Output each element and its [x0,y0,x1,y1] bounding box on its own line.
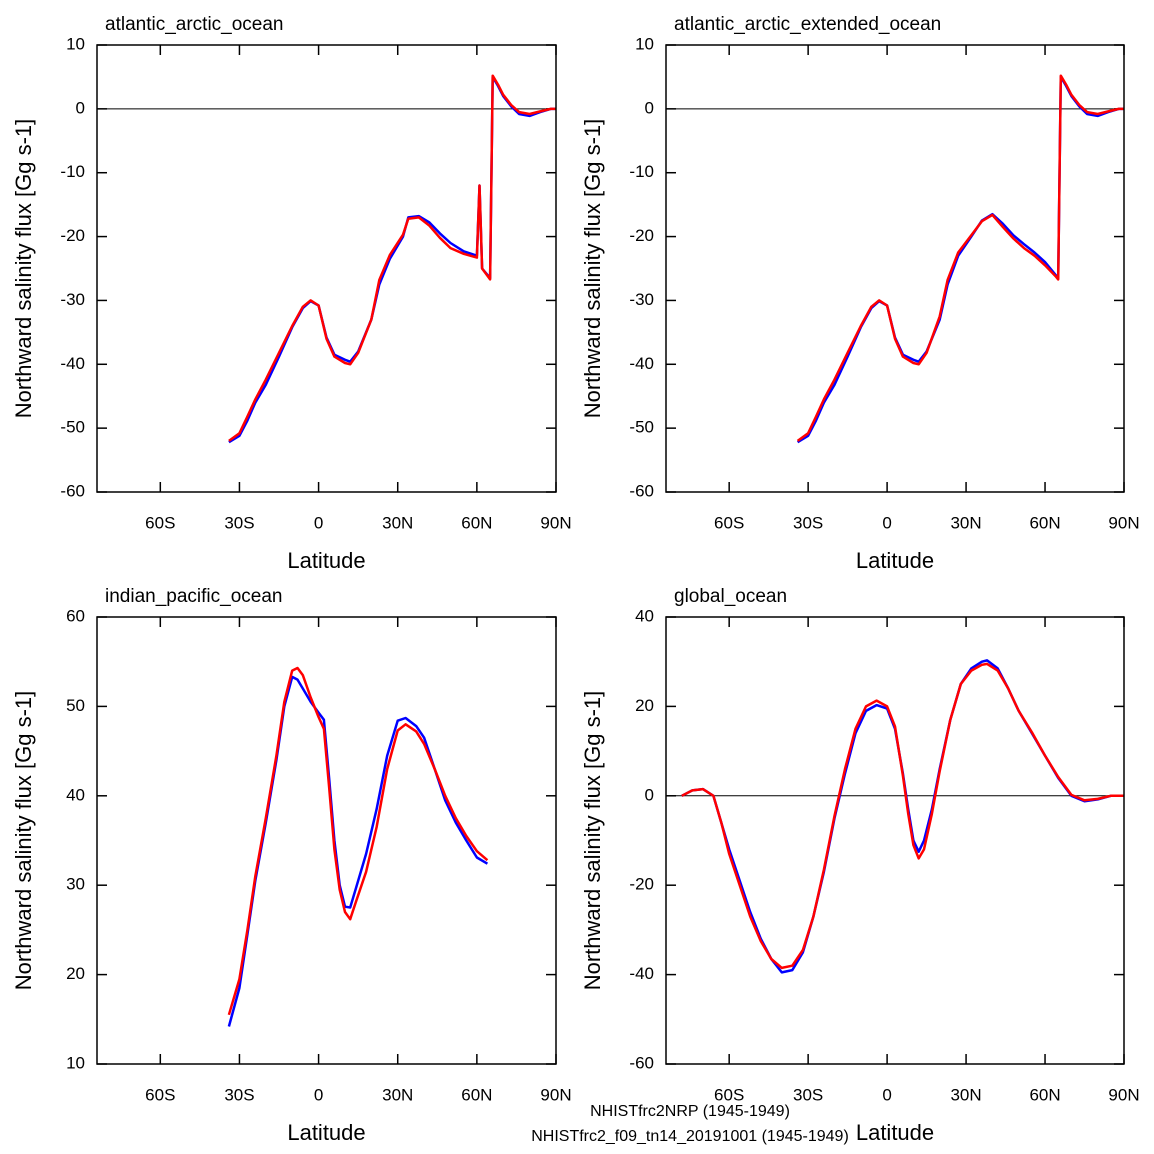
x-tick-label: 90N [540,1085,571,1104]
x-axis-label: Latitude [856,548,934,573]
x-tick-label: 30S [793,1085,823,1104]
x-tick-label: 0 [314,513,323,532]
x-axis-label: Latitude [287,1120,365,1145]
x-tick-label: 30S [224,513,254,532]
x-tick-label: 60S [145,1085,175,1104]
y-tick-label: -10 [629,162,654,181]
x-tick-label: 30S [793,513,823,532]
y-tick-label: -20 [629,875,654,894]
series-line [228,75,556,444]
panel-title: atlantic_arctic_extended_ocean [674,14,941,35]
y-tick-label: -60 [60,481,85,500]
plot-frame [665,44,1125,493]
y-tick-label: -30 [60,290,85,309]
y-tick-label: -60 [629,1053,654,1072]
x-tick-label: 30N [950,513,981,532]
y-axis-label: Northward salinity flux [Gg s-1] [580,119,605,419]
x-tick-label: 30N [382,513,413,532]
x-tick-label: 60S [145,513,175,532]
x-tick-label: 90N [540,513,571,532]
y-axis-label: Northward salinity flux [Gg s-1] [11,119,36,419]
y-tick-label: -10 [60,162,85,181]
x-axis-label: Latitude [287,548,365,573]
legend-entry: NHISTfrc2NRP (1945-1949) [590,1103,790,1120]
series-line [227,675,489,1027]
series-line [796,74,1124,442]
x-tick-label: 60N [1029,1085,1060,1104]
x-tick-label: 60N [461,1085,492,1104]
x-axis-label: Latitude [856,1120,934,1145]
y-tick-label: 0 [645,785,654,804]
y-tick-label: -50 [629,418,654,437]
panel-title: atlantic_arctic_ocean [105,14,284,35]
x-tick-label: 60S [714,513,744,532]
y-tick-label: -40 [60,354,85,373]
y-tick-label: 40 [635,606,654,625]
y-tick-label: 10 [635,34,654,53]
plot-frame [96,44,557,493]
x-tick-label: 60N [1029,513,1060,532]
y-tick-label: 50 [66,696,85,715]
plot-frame [96,616,557,1065]
y-tick-label: 40 [66,785,85,804]
x-tick-label: 30N [382,1085,413,1104]
y-tick-label: 10 [66,34,85,53]
series-line [796,75,1124,444]
y-tick-label: 0 [76,98,85,117]
x-tick-label: 0 [882,1085,891,1104]
plot-frame [665,616,1125,1065]
y-tick-label: 30 [66,875,85,894]
y-axis-label: Northward salinity flux [Gg s-1] [11,691,36,991]
y-tick-label: -50 [60,418,85,437]
x-tick-label: 60S [714,1085,744,1104]
x-tick-label: 90N [1108,513,1139,532]
x-tick-label: 30S [224,1085,254,1104]
legend-entry: NHISTfrc2_f09_tn14_20191001 (1945-1949) [531,1128,849,1145]
x-tick-label: 0 [314,1085,323,1104]
panel-title: indian_pacific_ocean [105,586,282,607]
x-tick-label: 90N [1108,1085,1139,1104]
series-line [681,659,1124,974]
y-tick-label: -40 [629,964,654,983]
series-line [227,666,489,1016]
x-tick-label: 30N [950,1085,981,1104]
y-tick-label: 60 [66,606,85,625]
panel-title: global_ocean [674,586,787,607]
y-tick-label: 20 [635,696,654,715]
y-tick-label: -20 [60,226,85,245]
y-tick-label: 10 [66,1053,85,1072]
x-tick-label: 0 [882,513,891,532]
y-tick-label: -30 [629,290,654,309]
y-tick-label: 20 [66,964,85,983]
y-tick-label: -20 [629,226,654,245]
y-tick-label: -40 [629,354,654,373]
y-axis-label: Northward salinity flux [Gg s-1] [580,691,605,991]
series-line [228,74,556,442]
series-line [681,662,1124,970]
x-tick-label: 60N [461,513,492,532]
y-tick-label: 0 [645,98,654,117]
y-tick-label: -60 [629,481,654,500]
